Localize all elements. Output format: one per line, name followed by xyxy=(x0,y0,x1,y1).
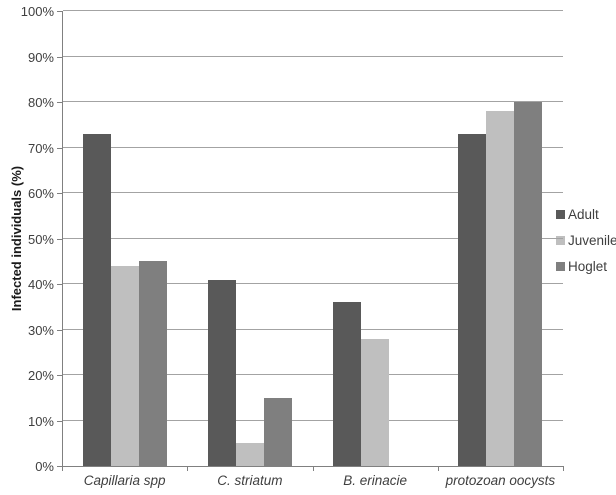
gridline xyxy=(63,146,563,148)
y-axis-tick-label: 80% xyxy=(27,95,54,110)
gridline xyxy=(63,55,563,57)
bar-hoglet-0 xyxy=(138,261,167,467)
x-axis-tick xyxy=(438,466,439,471)
legend-swatch-icon xyxy=(556,262,565,271)
gridline xyxy=(63,237,563,239)
y-axis-tick xyxy=(57,147,62,149)
y-axis-tick xyxy=(57,102,62,103)
legend-swatch-icon xyxy=(556,210,565,219)
x-axis-tick xyxy=(187,466,188,471)
y-axis-tick xyxy=(57,11,62,12)
y-axis-tick-label: 90% xyxy=(27,49,54,65)
y-axis-tick-label: 70% xyxy=(27,140,54,156)
bar-juvenile-3 xyxy=(486,111,515,466)
legend-swatch-icon xyxy=(556,236,565,245)
category-label: C. striatum xyxy=(217,473,283,488)
bar-hoglet-1 xyxy=(263,397,292,467)
y-axis-tick-label: 20% xyxy=(27,368,54,383)
category-label: protozoan oocysts xyxy=(445,473,556,488)
gridline xyxy=(63,10,563,11)
y-axis-tick xyxy=(57,466,62,467)
y-axis-line xyxy=(62,11,63,467)
y-axis-tick-label: 50% xyxy=(27,231,54,247)
legend-label: Juvenile xyxy=(568,233,616,248)
bar-adult-2 xyxy=(333,302,362,466)
y-axis-tick xyxy=(57,193,62,194)
gridline xyxy=(63,328,563,330)
legend: Adult Juvenile Hoglet xyxy=(556,206,616,284)
legend-item-hoglet: Hoglet xyxy=(556,258,616,275)
bar-juvenile-1 xyxy=(235,443,264,467)
y-axis-tick-label: 30% xyxy=(27,322,54,338)
y-axis-tick-label: 10% xyxy=(27,413,54,429)
bar-hoglet-3 xyxy=(514,102,543,466)
gridline xyxy=(63,374,563,375)
gridline xyxy=(63,419,563,421)
y-axis-tick-label: 0% xyxy=(35,459,54,474)
legend-item-juvenile: Juvenile xyxy=(556,232,616,249)
bar-juvenile-2 xyxy=(361,338,390,466)
category-label: B. erinacie xyxy=(343,473,408,488)
bar-adult-0 xyxy=(82,133,111,466)
y-axis-tick-label: 40% xyxy=(27,277,54,292)
bar-juvenile-0 xyxy=(110,265,139,466)
bar-adult-1 xyxy=(207,279,236,466)
x-axis-tick xyxy=(563,466,564,471)
gridline xyxy=(63,192,563,193)
legend-item-adult: Adult xyxy=(556,206,616,223)
y-axis-tick xyxy=(57,329,62,331)
y-axis-tick xyxy=(57,284,62,285)
y-axis-tick xyxy=(57,56,62,58)
y-axis-tick-label: 60% xyxy=(27,186,54,201)
legend-label: Hoglet xyxy=(568,259,608,274)
legend-label: Adult xyxy=(568,207,599,222)
gridline xyxy=(63,101,563,102)
gridline xyxy=(63,283,563,284)
x-axis-tick xyxy=(62,466,63,471)
y-axis-tick xyxy=(57,420,62,422)
x-axis-tick xyxy=(313,466,314,471)
y-axis-tick xyxy=(57,238,62,240)
y-axis-tick-label: 100% xyxy=(20,4,54,19)
y-axis-tick xyxy=(57,375,62,376)
category-label: Capillaria spp xyxy=(83,473,166,488)
bar-adult-3 xyxy=(458,133,487,466)
